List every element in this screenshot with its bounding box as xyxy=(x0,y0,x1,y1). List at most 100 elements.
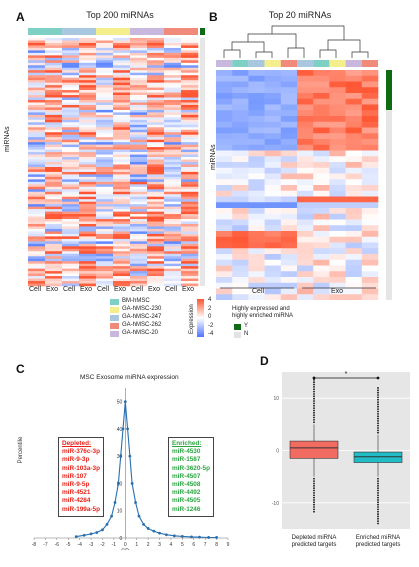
heatmap-a-cell xyxy=(181,129,199,133)
heatmap-a-cell xyxy=(96,266,114,269)
heatmap-a-cell xyxy=(28,85,46,88)
heatmap-b-cell xyxy=(345,116,363,123)
group-legend-swatch xyxy=(110,307,119,313)
heatmap-a-cell xyxy=(96,236,114,240)
heatmap-a-cell xyxy=(96,258,114,262)
heatmap-b-cell xyxy=(216,294,233,300)
heatmap-a-cell xyxy=(45,221,63,225)
heatmap-a-cell xyxy=(181,90,199,93)
heatmap-a-cell xyxy=(147,211,165,215)
heatmap-b-cell xyxy=(329,208,346,215)
heatmap-a-cell xyxy=(147,189,165,193)
heatmap-a-cell xyxy=(62,80,80,83)
heatmap-a-cell xyxy=(62,216,80,220)
panel-d-bracket-end xyxy=(312,376,316,380)
heatmap-a-cell xyxy=(28,65,46,69)
heatmap-a-cell xyxy=(96,62,114,66)
heatmap-b-cell xyxy=(248,208,265,215)
heatmap-b-cell xyxy=(313,213,330,220)
heatmap-a-cell xyxy=(28,70,46,74)
heatmap-a-cell xyxy=(45,124,63,128)
panel-d-outlier xyxy=(313,508,315,511)
heatmap-a-cell xyxy=(130,196,148,200)
heatmap-b-cell xyxy=(313,196,330,203)
heatmap-a-cell xyxy=(147,216,165,220)
heatmap-a-cell xyxy=(164,114,182,118)
heatmap-b-cell xyxy=(345,139,363,146)
heatmap-a-cell xyxy=(28,90,46,93)
panel-c-x-tick-label: -6 xyxy=(55,542,60,548)
heatmap-a-cell xyxy=(45,50,63,54)
heatmap-a-cell xyxy=(164,149,182,153)
heatmap-b-cell xyxy=(280,277,298,284)
panel-c-x-tick-label: -8 xyxy=(32,542,37,548)
heatmap-b-cell xyxy=(297,225,314,232)
heatmap-b-cell xyxy=(232,196,249,203)
heatmap-b-cell xyxy=(216,185,233,192)
heatmap-a-cell xyxy=(96,171,114,175)
heatmap-a-cell xyxy=(181,109,199,113)
heatmap-b-cell xyxy=(216,70,233,77)
heatmap-a-cell xyxy=(130,144,148,148)
heatmap-a-cell xyxy=(45,273,63,277)
heatmap-a-cell xyxy=(147,209,165,212)
heatmap-a-cell xyxy=(45,176,63,180)
heatmap-b-cell xyxy=(280,104,298,111)
heatmap-a-cell xyxy=(113,211,131,215)
expression-tick: -4 xyxy=(208,331,214,338)
heatmap-b-cell xyxy=(232,294,249,300)
heatmap-b-cell xyxy=(361,213,379,220)
panel-d-outlier xyxy=(313,383,315,386)
heatmap-b-cell xyxy=(216,277,233,284)
heatmap-a-cell xyxy=(45,166,63,170)
heatmap-b-cell xyxy=(329,202,346,209)
heatmap-b-cell xyxy=(216,127,233,134)
heatmap-a-cell xyxy=(130,139,148,143)
heatmap-b-cell xyxy=(345,173,363,180)
heatmap-a-cell xyxy=(96,159,114,163)
heatmap-a-cell xyxy=(113,102,131,106)
heatmap-b-group-band xyxy=(216,60,233,67)
heatmap-a-cell xyxy=(113,142,131,145)
heatmap-a-cell xyxy=(164,258,182,262)
heatmap-b-cell xyxy=(248,236,265,243)
heatmap-a-cell xyxy=(28,137,46,140)
heatmap-a-cell xyxy=(113,228,131,232)
enriched-mirna: miR-1246 xyxy=(172,505,201,513)
heatmap-a-cell xyxy=(147,80,165,83)
heatmap-b-cell xyxy=(313,259,330,266)
heatmap-a-cell xyxy=(96,219,114,222)
heatmap-a-cell xyxy=(28,209,46,212)
heatmap-a-cell xyxy=(45,87,63,91)
heatmap-a-cell xyxy=(79,261,97,264)
heatmap-a-cell xyxy=(79,258,97,262)
heatmap-b-cell xyxy=(361,219,379,226)
heatmap-b-cell xyxy=(329,282,346,289)
panel-d-outlier xyxy=(313,503,315,506)
heatmap-a-cell xyxy=(62,65,80,69)
heatmap-b-cell xyxy=(297,242,314,249)
heatmap-a-cell xyxy=(62,52,80,56)
heatmap-a-column-label: Exo xyxy=(148,286,161,293)
heatmap-b-cell xyxy=(329,87,346,94)
heatmap-b-cell xyxy=(313,288,330,295)
heatmap-a-cell xyxy=(164,72,182,76)
heatmap-a-cell xyxy=(164,169,182,173)
heatmap-a-cell xyxy=(164,65,182,69)
heatmap-b-cell xyxy=(264,265,282,272)
heatmap-a-cell xyxy=(130,251,148,255)
panel-d-outlier xyxy=(313,506,315,508)
panel-c-point xyxy=(95,531,99,534)
heatmap-b-cell xyxy=(313,70,330,77)
heatmap-a-cell xyxy=(147,199,165,202)
heatmap-a-cell xyxy=(28,42,46,46)
heatmap-a-cell xyxy=(45,162,63,165)
panel-c-point xyxy=(128,454,132,458)
heatmap-a-cell xyxy=(164,52,182,56)
heatmap-b-cell xyxy=(345,259,363,266)
panel-d-bracket-end xyxy=(376,376,380,380)
heatmap-a-cell xyxy=(62,75,80,78)
heatmap-a-cell xyxy=(62,228,80,232)
heatmap-a-cell xyxy=(113,109,131,113)
heatmap-a-cell xyxy=(130,124,148,128)
